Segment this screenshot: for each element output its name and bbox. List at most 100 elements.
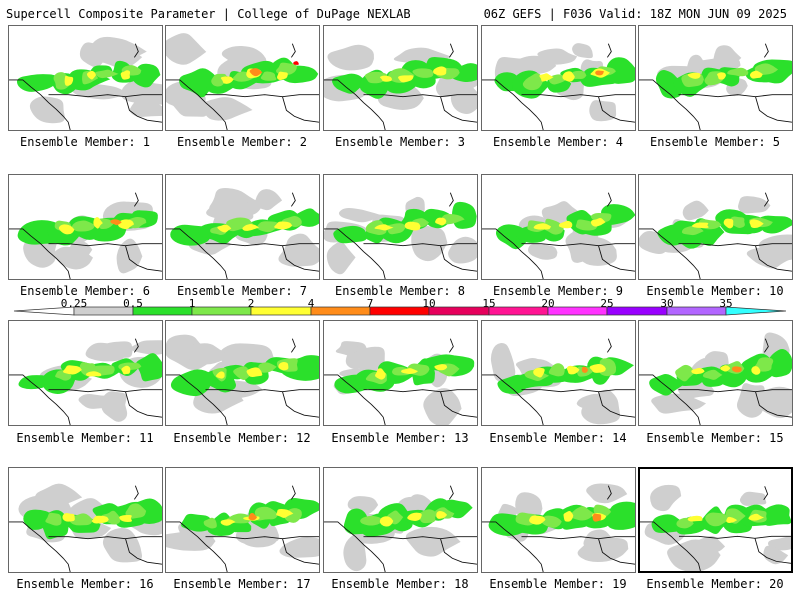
ensemble-member-map[interactable] xyxy=(8,25,163,131)
field-2 xyxy=(558,220,573,229)
ensemble-member-map[interactable] xyxy=(638,467,793,573)
coastline-line xyxy=(9,228,71,279)
field-0-25 xyxy=(353,346,385,378)
lake-shore-line xyxy=(290,43,296,58)
legend-swatch xyxy=(725,306,787,316)
ensemble-member-map[interactable] xyxy=(481,320,636,426)
field-0-5 xyxy=(180,513,214,532)
ensemble-member-map[interactable] xyxy=(323,467,478,573)
field-0-25 xyxy=(576,393,617,409)
field-7 xyxy=(293,61,299,65)
field-2 xyxy=(539,73,554,82)
ensemble-member-map[interactable] xyxy=(8,174,163,280)
field-1 xyxy=(522,73,543,91)
ensemble-member-label: Ensemble Member: 19 xyxy=(489,577,627,591)
state-border-line xyxy=(521,389,635,393)
parameter-map xyxy=(324,43,477,130)
field-0-25 xyxy=(746,247,792,269)
legend-swatch xyxy=(191,306,252,316)
field-1 xyxy=(548,363,565,377)
field-1 xyxy=(71,220,96,232)
coastline-line xyxy=(324,228,386,279)
field-2 xyxy=(533,367,545,378)
field-1 xyxy=(541,515,562,528)
legend-tick-label: 10 xyxy=(422,297,436,310)
ensemble-member-label: Ensemble Member: 8 xyxy=(334,284,466,298)
field-1 xyxy=(412,68,434,78)
ensemble-member-map[interactable] xyxy=(323,320,478,426)
field-1 xyxy=(705,512,729,527)
field-2 xyxy=(242,224,259,231)
ensemble-member-label: Ensemble Member: 1 xyxy=(19,135,151,149)
ensemble-member-map[interactable] xyxy=(165,25,320,131)
field-0-25 xyxy=(577,236,617,266)
lake-shore-line xyxy=(133,43,139,58)
field-0-25 xyxy=(34,483,83,508)
field-2 xyxy=(398,75,414,83)
gulf-coast-line xyxy=(125,538,162,565)
field-0-25 xyxy=(528,243,558,260)
ensemble-member-map[interactable] xyxy=(8,467,163,573)
ensemble-member-map[interactable] xyxy=(638,25,793,131)
field-1 xyxy=(254,506,279,521)
parameter-map xyxy=(9,338,162,425)
ensemble-member-map[interactable] xyxy=(165,174,320,280)
ensemble-member-map[interactable] xyxy=(323,174,478,280)
ensemble-member-label: Ensemble Member: 5 xyxy=(649,135,781,149)
state-border-line xyxy=(363,243,477,247)
ensemble-member-label: Ensemble Member: 17 xyxy=(173,577,311,591)
state-border-line xyxy=(48,389,162,393)
coastline-line xyxy=(482,521,544,572)
field-0-25 xyxy=(198,97,253,121)
state-border-line xyxy=(48,94,162,98)
gulf-coast-line xyxy=(755,96,792,123)
field-2 xyxy=(687,515,703,522)
field-2 xyxy=(717,72,726,80)
coastline-line xyxy=(639,228,701,279)
field-2 xyxy=(533,223,551,230)
field-1 xyxy=(258,362,277,373)
ensemble-member-map[interactable] xyxy=(165,467,320,573)
legend-swatch xyxy=(369,306,430,316)
gulf-coast-line xyxy=(282,391,319,418)
ensemble-member-map[interactable] xyxy=(481,467,636,573)
legend-tick-label: 15 xyxy=(482,297,496,310)
ensemble-member-label: Ensemble Member: 14 xyxy=(489,431,627,445)
lake-shore-line xyxy=(606,338,612,353)
field-0-25 xyxy=(411,224,448,262)
legend-swatch xyxy=(606,306,668,316)
field-2 xyxy=(374,224,394,231)
gulf-coast-line xyxy=(440,96,477,123)
coastline-line xyxy=(482,228,544,279)
field-0-25 xyxy=(667,539,721,571)
ensemble-member-map[interactable] xyxy=(638,174,793,280)
ensemble-member-label: Ensemble Member: 15 xyxy=(646,431,784,445)
parameter-map xyxy=(166,334,319,425)
ensemble-member-label: Ensemble Member: 13 xyxy=(331,431,469,445)
field-0-25 xyxy=(736,383,765,418)
field-1 xyxy=(754,63,779,76)
field-2 xyxy=(278,362,289,371)
ensemble-member-map[interactable] xyxy=(481,174,636,280)
state-border-line xyxy=(363,536,477,540)
ensemble-member-map[interactable] xyxy=(638,320,793,426)
gulf-coast-line xyxy=(282,245,319,272)
ensemble-member-map[interactable] xyxy=(8,320,163,426)
ensemble-member-map[interactable] xyxy=(323,25,478,131)
coastline-line xyxy=(166,228,228,279)
field-2 xyxy=(379,75,392,82)
field-2 xyxy=(749,70,763,79)
field-2 xyxy=(407,512,422,521)
coastline-line xyxy=(482,374,544,425)
coastline-line xyxy=(482,79,544,130)
ensemble-member-map[interactable] xyxy=(481,25,636,131)
field-1 xyxy=(727,67,749,77)
field-1 xyxy=(256,221,282,233)
lake-shore-line xyxy=(133,192,139,207)
legend-tick-label: 1 xyxy=(188,297,196,310)
field-1 xyxy=(418,509,436,524)
state-border-line xyxy=(363,389,477,393)
ensemble-member-map[interactable] xyxy=(165,320,320,426)
field-0-25 xyxy=(651,393,707,414)
field-0-25 xyxy=(29,96,65,124)
